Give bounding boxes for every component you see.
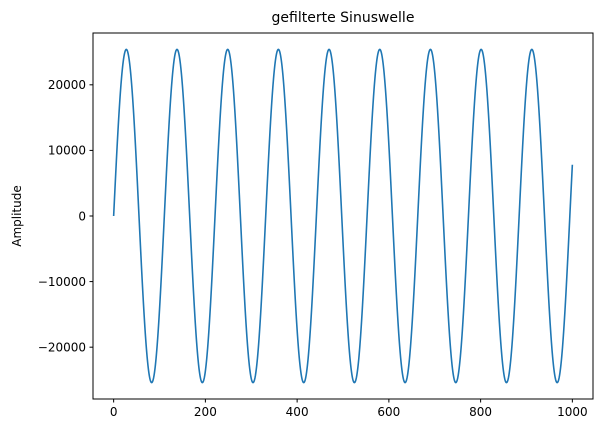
- y-tick-label: −20000: [38, 340, 86, 354]
- y-axis: −20000 −10000 0 10000 20000: [38, 78, 93, 354]
- y-tick-label: 20000: [48, 78, 86, 92]
- y-tick-label: −10000: [38, 275, 86, 289]
- plot-frame: [92, 32, 594, 400]
- y-tick-label: 10000: [48, 144, 86, 158]
- series-line-0: [112, 48, 574, 384]
- x-tick-label: 600: [377, 405, 400, 419]
- x-axis: 0 200 400 600 800 1000: [110, 399, 588, 419]
- x-tick-label: 800: [469, 405, 492, 419]
- y-axis-label: Amplitude: [10, 185, 24, 247]
- x-tick-label: 400: [286, 405, 309, 419]
- x-tick-label: 1000: [557, 405, 588, 419]
- x-tick-label: 200: [194, 405, 217, 419]
- plot-area: [112, 48, 574, 384]
- x-tick-label: 0: [110, 405, 118, 419]
- chart-title: gefilterte Sinuswelle: [272, 10, 415, 26]
- y-tick-label: 0: [78, 209, 86, 223]
